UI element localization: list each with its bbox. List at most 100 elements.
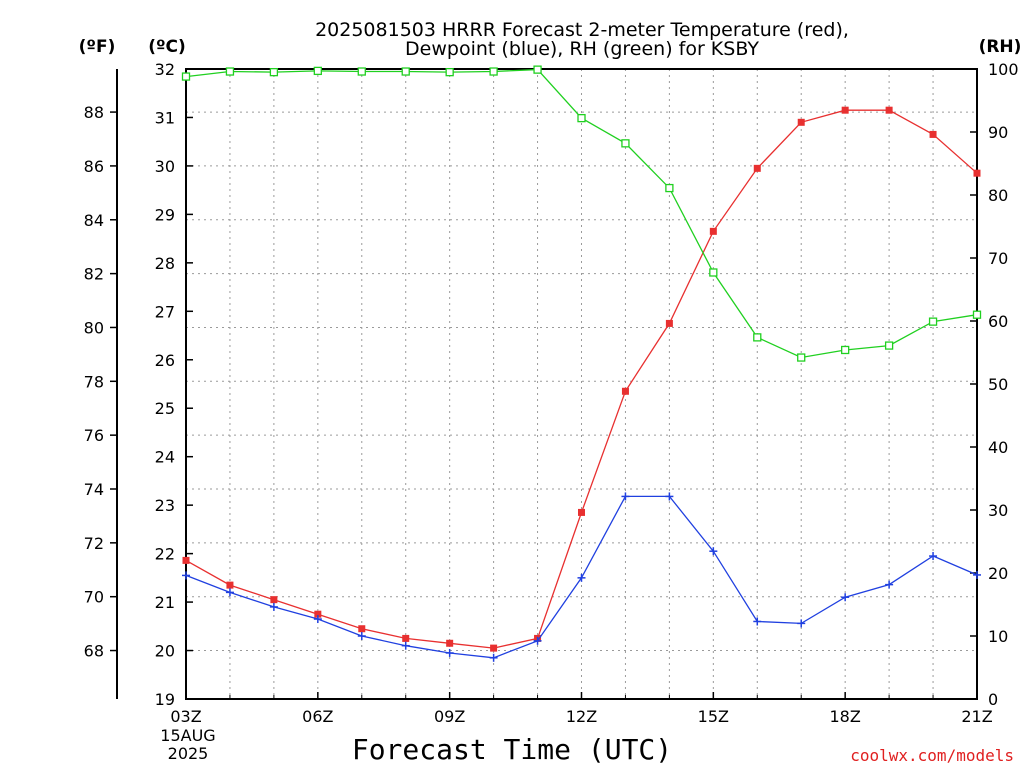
rh-tick-label: 50 xyxy=(988,375,1008,394)
x-tick-label: 15Z xyxy=(698,707,729,726)
dewpoint-point xyxy=(885,580,894,589)
rh-point xyxy=(357,67,366,76)
dewpoint-point xyxy=(225,588,234,597)
dewpoint-point xyxy=(929,552,938,561)
temperature-point xyxy=(358,625,366,633)
rh-tick-label: 100 xyxy=(988,60,1019,79)
dewpoint-point xyxy=(709,547,718,556)
x-tick-label: 18Z xyxy=(830,707,861,726)
axes: 68 70 72 74 76 78 80 82 84 86 88 19 20 21 22 23 24 25 26 27… xyxy=(84,60,1019,726)
dewpoint-point xyxy=(313,615,322,624)
rh-tick-label: 90 xyxy=(988,123,1008,142)
celsius-tick-label: 29 xyxy=(155,205,175,224)
temperature-point xyxy=(314,610,322,618)
celsius-tick-label: 21 xyxy=(155,593,175,612)
fahrenheit-tick-label: 74 xyxy=(84,480,104,499)
rh-tick-label: 60 xyxy=(988,312,1008,331)
rh-tick-label: 70 xyxy=(988,249,1008,268)
temperature-point xyxy=(182,556,190,564)
temperature-point xyxy=(885,106,893,114)
rh-point xyxy=(401,67,410,76)
rh-point xyxy=(489,67,498,76)
dewpoint-point xyxy=(973,570,981,579)
dewpoint-point xyxy=(753,617,762,626)
rh-point xyxy=(621,139,630,148)
celsius-tick-label: 19 xyxy=(155,690,175,709)
temperature-point xyxy=(929,130,937,138)
celsius-unit-label: (ºC) xyxy=(148,37,186,57)
celsius-tick-label: 28 xyxy=(155,254,175,273)
celsius-tick-label: 22 xyxy=(155,545,175,564)
fahrenheit-unit-label: (ºF) xyxy=(79,37,116,57)
celsius-tick-label: 31 xyxy=(155,108,175,127)
temperature-point xyxy=(226,581,234,589)
celsius-tick-label: 27 xyxy=(155,302,175,321)
rh-tick-label: 40 xyxy=(988,438,1008,457)
rh-tick-label: 20 xyxy=(988,564,1008,583)
rh-point xyxy=(928,317,938,326)
rh-point xyxy=(445,68,454,77)
rh-point xyxy=(313,66,322,76)
x-axis-title: Forecast Time (UTC) xyxy=(352,733,672,766)
celsius-tick-label: 20 xyxy=(155,642,175,661)
rh-point xyxy=(972,310,982,319)
temperature-point xyxy=(621,387,629,395)
chart-subtitle: Dewpoint (blue), RH (green) for KSBY xyxy=(405,38,759,60)
rh-point xyxy=(533,65,542,74)
temperature-point xyxy=(753,164,761,172)
celsius-tick-label: 24 xyxy=(155,448,175,467)
rh-unit-label: (RH) xyxy=(979,37,1022,57)
dewpoint-point xyxy=(577,573,586,582)
dewpoint-point xyxy=(401,641,410,650)
rh-point xyxy=(884,341,894,350)
temperature-point xyxy=(665,319,673,327)
date-label-line2: 2025 xyxy=(168,744,209,763)
rh-point xyxy=(797,353,806,362)
temperature-point xyxy=(402,634,410,642)
fahrenheit-tick-label: 76 xyxy=(84,426,104,445)
dewpoint-point xyxy=(357,632,366,640)
x-tick-label: 09Z xyxy=(434,707,465,726)
rh-tick-label: 30 xyxy=(988,501,1008,520)
rh-point xyxy=(753,333,762,342)
fahrenheit-tick-label: 70 xyxy=(84,588,104,607)
dewpoint-point xyxy=(182,571,190,580)
temperature-point xyxy=(709,227,717,235)
dewpoint-point xyxy=(841,593,850,602)
rh-point xyxy=(269,68,279,77)
temperature-point xyxy=(270,596,278,604)
rh-point xyxy=(577,113,586,123)
fahrenheit-tick-label: 72 xyxy=(84,534,104,553)
rh-tick-label: 0 xyxy=(988,690,998,709)
grid-lines xyxy=(186,69,977,699)
celsius-tick-label: 25 xyxy=(155,399,175,418)
fahrenheit-tick-label: 80 xyxy=(84,318,104,337)
fahrenheit-tick-label: 86 xyxy=(84,157,104,176)
data-series xyxy=(181,65,982,662)
temperature-point xyxy=(973,169,981,177)
x-tick-label: 21Z xyxy=(961,707,992,726)
fahrenheit-tick-label: 68 xyxy=(84,642,104,661)
chart-title: 2025081503 HRRR Forecast 2-meter Tempera… xyxy=(315,19,849,41)
dewpoint-point xyxy=(269,602,278,611)
x-tick-label: 03Z xyxy=(170,707,201,726)
dewpoint-point xyxy=(665,492,674,501)
temperature-point xyxy=(797,118,805,126)
temperature-point xyxy=(446,639,454,647)
x-tick-label: 06Z xyxy=(302,707,333,726)
temperature-point xyxy=(841,106,849,114)
fahrenheit-tick-label: 82 xyxy=(84,265,104,284)
dewpoint-point xyxy=(621,492,630,501)
rh-point xyxy=(181,72,191,81)
credit-text: coolwx.com/models xyxy=(850,746,1014,765)
celsius-tick-label: 30 xyxy=(155,157,175,176)
rh-point xyxy=(225,67,235,76)
x-tick-label: 12Z xyxy=(566,707,597,726)
rh-point xyxy=(841,345,850,355)
dewpoint-point xyxy=(797,619,806,628)
celsius-tick-label: 23 xyxy=(155,496,175,515)
temperature-point xyxy=(578,508,585,516)
dewpoint-point xyxy=(445,648,454,657)
rh-tick-label: 80 xyxy=(988,186,1008,205)
